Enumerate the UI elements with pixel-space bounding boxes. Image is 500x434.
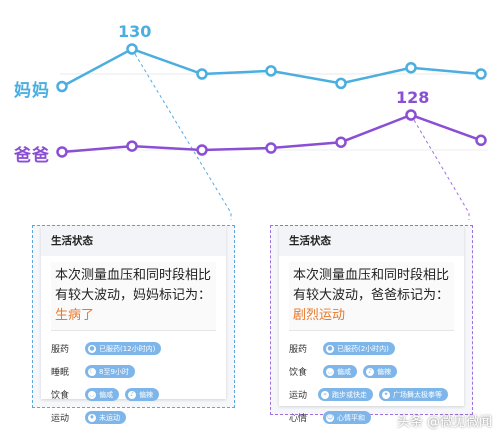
- data-point[interactable]: [475, 134, 487, 147]
- status-tag: ● 已服药(12小时内): [85, 342, 162, 355]
- bowl-icon: ◡: [88, 390, 96, 399]
- status-row: 饮食 ◡ 偏咸 ♪ 偏辣: [289, 360, 454, 383]
- card-summary: 本次测量血压和同时段相比有较大波动，爸爸标记为： 剧烈运动: [289, 262, 454, 331]
- data-point[interactable]: [405, 109, 417, 121]
- watermark: 头条 @微见微闻: [396, 415, 492, 430]
- status-row: 服药 ● 已服药(12小时内): [51, 337, 216, 360]
- run-icon: »: [321, 390, 329, 399]
- data-point[interactable]: [126, 43, 138, 55]
- series-label-mom: 妈妈: [14, 81, 50, 101]
- data-point[interactable]: [56, 80, 68, 93]
- status-tag: ◡ 偏咸: [85, 388, 119, 401]
- status-row: 饮食 ◡ 偏咸 ♪ 偏辣: [51, 383, 216, 406]
- data-point[interactable]: [196, 68, 208, 80]
- status-row: 服药 ● 已服药(2小时内): [289, 337, 454, 360]
- data-point[interactable]: [196, 144, 208, 156]
- data-point[interactable]: [405, 62, 417, 74]
- series-layer: [56, 43, 487, 158]
- summary-text: 本次测量血压和同时段相比有较大波动，妈妈标记为：: [55, 268, 212, 303]
- annotation-connectors: [131, 48, 470, 220]
- pill-icon: ●: [88, 344, 96, 353]
- tag-text: 未运动: [99, 413, 120, 422]
- card-summary: 本次测量血压和同时段相比有较大波动，妈妈标记为： 生病了: [51, 262, 216, 331]
- smile-icon: ☺: [326, 413, 334, 422]
- chili-icon: ♪: [366, 367, 374, 376]
- status-tag: ✦ 广场舞太极拳等: [379, 388, 448, 401]
- status-tag: ● 已服药(2小时内): [323, 342, 395, 355]
- data-point[interactable]: [475, 68, 487, 80]
- tag-text: 偏辣: [139, 390, 153, 399]
- status-row: 心情 ☺ 心情平和: [289, 406, 454, 429]
- blood-pressure-line-chart: [56, 43, 488, 220]
- status-rows: 服药 ● 已服药(12小时内) 睡眠 ☾ 8至9小时饮食 ◡ 偏咸 ♪ 偏辣运动 ♦ 未运动: [51, 337, 216, 429]
- data-point[interactable]: [265, 65, 277, 77]
- status-tag: ◡ 偏咸: [323, 365, 357, 378]
- dad-status-card[interactable]: 生活状态 本次测量血压和同时段相比有较大波动，爸爸标记为： 剧烈运动 服药 ● 已服药…: [270, 225, 473, 424]
- data-point[interactable]: [335, 77, 347, 90]
- dance-icon: ✦: [382, 390, 390, 399]
- tag-text: 已服药(2小时内): [337, 344, 389, 353]
- mom-peak-label: 130: [118, 22, 152, 41]
- row-label: 服药: [51, 345, 70, 355]
- status-tag: ♦ 未运动: [85, 411, 126, 424]
- row-label: 饮食: [289, 368, 308, 378]
- status-tag: ♪ 偏辣: [125, 388, 159, 401]
- walk-icon: ♦: [88, 413, 96, 422]
- chili-icon: ♪: [128, 390, 136, 399]
- peak-connector: [131, 48, 232, 220]
- series-label-dad: 爸爸: [14, 146, 50, 166]
- dad-peak-label: 128: [396, 88, 430, 107]
- pill-icon: ●: [326, 344, 334, 353]
- row-label: 服药: [289, 345, 308, 355]
- row-label: 心情: [289, 414, 308, 424]
- moon-icon: ☾: [88, 367, 96, 376]
- card-title: 生活状态: [279, 226, 464, 256]
- status-tag: ☺ 心情平和: [323, 411, 371, 424]
- status-row: 睡眠 ☾ 8至9小时: [51, 360, 216, 383]
- tag-text: 8至9小时: [99, 367, 129, 376]
- row-label: 饮食: [51, 391, 70, 401]
- tag-text: 偏咸: [337, 367, 351, 376]
- tag-text: 跑步或快走: [332, 390, 367, 399]
- bowl-icon: ◡: [326, 367, 334, 376]
- data-point[interactable]: [335, 136, 347, 148]
- status-row: 运动 » 跑步或快走 ✦ 广场舞太极拳等: [289, 383, 454, 406]
- tag-text: 心情平和: [337, 413, 365, 422]
- status-row: 运动 ♦ 未运动: [51, 406, 216, 429]
- data-point[interactable]: [265, 142, 277, 154]
- data-point[interactable]: [126, 140, 138, 152]
- status-tag: ☾ 8至9小时: [85, 365, 135, 378]
- row-label: 运动: [289, 391, 308, 401]
- tag-text: 已服药(12小时内): [99, 344, 156, 353]
- data-point[interactable]: [56, 146, 68, 158]
- card-title: 生活状态: [41, 226, 226, 256]
- tag-text: 广场舞太极拳等: [393, 390, 442, 399]
- row-label: 睡眠: [51, 368, 70, 378]
- row-label: 运动: [51, 414, 70, 424]
- status-highlight: 生病了: [55, 308, 95, 323]
- status-highlight: 剧烈运动: [293, 308, 346, 323]
- status-rows: 服药 ● 已服药(2小时内) 饮食 ◡ 偏咸 ♪ 偏辣运动 » 跑步或快走 ✦ 广场舞太极拳等心情 ☺ 心…: [289, 337, 454, 429]
- mom-status-card[interactable]: 生活状态 本次测量血压和同时段相比有较大波动，妈妈标记为： 生病了 服药 ● 已服药(…: [32, 225, 235, 424]
- tag-text: 偏咸: [99, 390, 113, 399]
- status-tag: » 跑步或快走: [318, 388, 373, 401]
- tag-text: 偏辣: [377, 367, 391, 376]
- summary-text: 本次测量血压和同时段相比有较大波动，爸爸标记为：: [293, 268, 450, 303]
- status-tag: ♪ 偏辣: [363, 365, 397, 378]
- peak-connector: [410, 114, 470, 220]
